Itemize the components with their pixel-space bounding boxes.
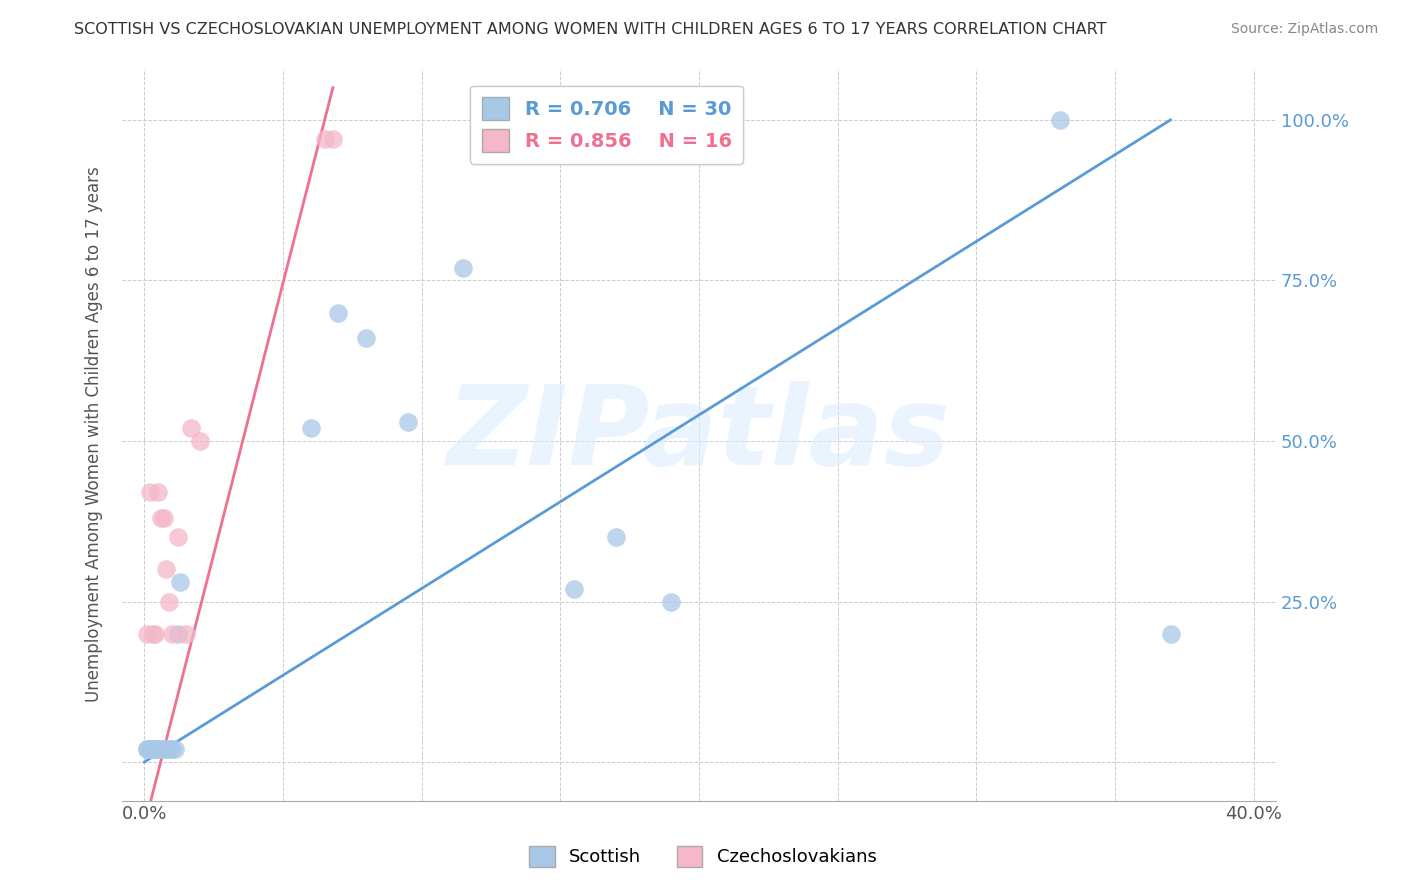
Point — [142, 626, 165, 640]
Point — [166, 626, 188, 640]
Point — [180, 421, 202, 435]
Point — [160, 626, 183, 640]
Text: ZIPatlas: ZIPatlas — [447, 381, 950, 488]
Point — [299, 421, 322, 435]
Point — [136, 626, 159, 640]
Point — [139, 742, 162, 756]
Point — [1160, 626, 1182, 640]
Y-axis label: Unemployment Among Women with Children Ages 6 to 17 years: Unemployment Among Women with Children A… — [86, 167, 103, 702]
Point — [166, 530, 188, 544]
Point — [152, 742, 174, 756]
Point — [1049, 112, 1071, 127]
Point — [354, 331, 377, 345]
Point — [143, 626, 166, 640]
Point — [149, 742, 172, 756]
Text: Source: ZipAtlas.com: Source: ZipAtlas.com — [1230, 22, 1378, 37]
Point — [155, 562, 177, 576]
Point — [146, 485, 169, 500]
Point — [139, 742, 162, 756]
Point — [562, 582, 585, 596]
Point — [188, 434, 211, 448]
Point — [152, 511, 174, 525]
Point — [139, 485, 162, 500]
Point — [322, 132, 344, 146]
Point — [314, 132, 336, 146]
Point — [149, 511, 172, 525]
Point — [146, 742, 169, 756]
Legend: Scottish, Czechoslovakians: Scottish, Czechoslovakians — [522, 838, 884, 874]
Point — [143, 742, 166, 756]
Point — [174, 626, 197, 640]
Point — [605, 530, 627, 544]
Point — [146, 742, 169, 756]
Point — [169, 575, 191, 590]
Point — [157, 742, 180, 756]
Point — [160, 742, 183, 756]
Point — [157, 594, 180, 608]
Point — [659, 594, 682, 608]
Point — [396, 415, 419, 429]
Point — [136, 742, 159, 756]
Point — [163, 742, 186, 756]
Text: SCOTTISH VS CZECHOSLOVAKIAN UNEMPLOYMENT AMONG WOMEN WITH CHILDREN AGES 6 TO 17 : SCOTTISH VS CZECHOSLOVAKIAN UNEMPLOYMENT… — [75, 22, 1107, 37]
Point — [142, 742, 165, 756]
Point — [139, 742, 162, 756]
Point — [136, 742, 159, 756]
Point — [328, 305, 350, 319]
Point — [143, 742, 166, 756]
Point — [451, 260, 474, 275]
Point — [142, 742, 165, 756]
Point — [155, 742, 177, 756]
Point — [142, 742, 165, 756]
Legend: R = 0.706    N = 30, R = 0.856    N = 16: R = 0.706 N = 30, R = 0.856 N = 16 — [470, 86, 744, 163]
